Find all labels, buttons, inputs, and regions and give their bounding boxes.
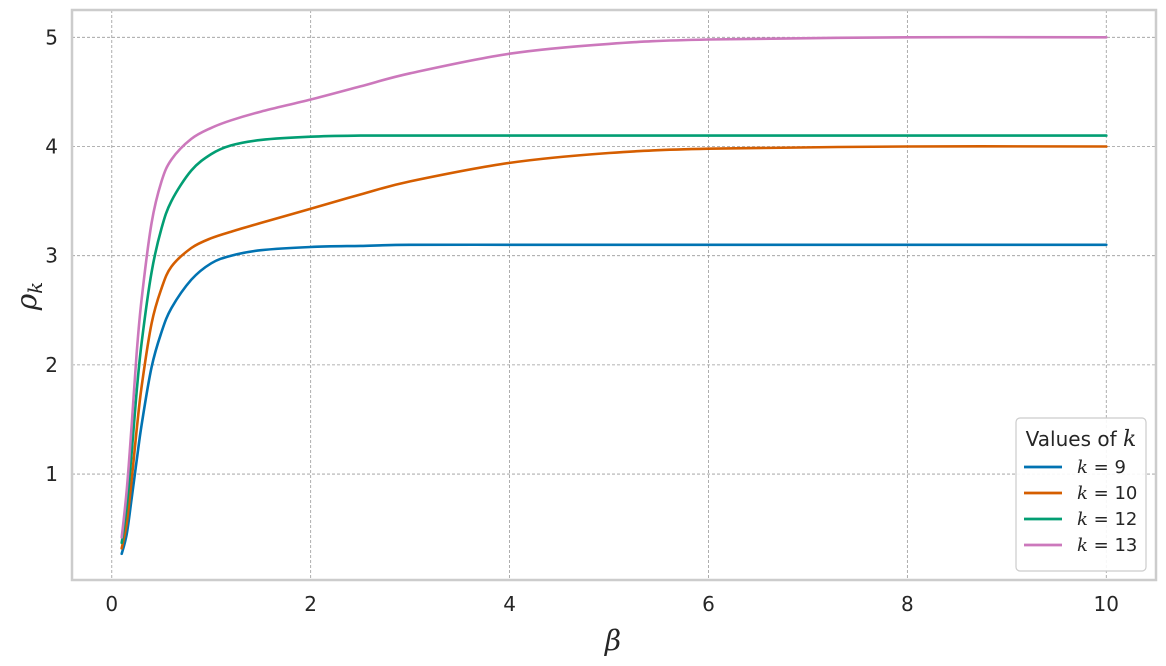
legend-label: k = 12: [1077, 509, 1137, 530]
y-axis-label: ρk: [10, 282, 47, 312]
x-tick-label: 4: [503, 592, 516, 616]
legend: Values of k k = 9k = 10k = 12k = 13: [1015, 417, 1147, 572]
legend-label: k = 9: [1077, 457, 1126, 478]
x-tick-label: 6: [702, 592, 715, 616]
y-tick-label: 1: [45, 462, 58, 486]
legend-box: [1015, 417, 1147, 572]
legend-label-var: k: [1077, 457, 1088, 478]
legend-label-value: = 10: [1088, 483, 1137, 504]
legend-label-var: k: [1077, 483, 1088, 504]
y-tick-label: 5: [45, 25, 58, 49]
series-line: [120, 145, 1108, 550]
x-tick-label: 8: [901, 592, 914, 616]
y-axis-label-subscript: k: [23, 282, 47, 294]
x-tick-labels: 0 2 4 6 8 10: [105, 592, 1119, 616]
y-tick-label: 3: [45, 244, 58, 268]
series-line: [120, 134, 1108, 545]
plot-frame: [70, 8, 1158, 582]
legend-label-var: k: [1077, 535, 1088, 556]
y-tick-label: 2: [45, 353, 58, 377]
legend-title-var: k: [1123, 427, 1136, 452]
series-lines: [120, 35, 1108, 556]
series-line: [120, 243, 1108, 556]
x-axis-label: β: [604, 624, 621, 657]
y-tick-label: 4: [45, 134, 58, 158]
legend-title: Values of k: [1026, 427, 1137, 452]
x-tick-label: 0: [105, 592, 118, 616]
legend-label-value: = 12: [1088, 509, 1137, 530]
y-axis-label-symbol: ρ: [10, 293, 43, 311]
legend-label-var: k: [1077, 509, 1088, 530]
legend-label: k = 13: [1077, 535, 1137, 556]
legend-label: k = 10: [1077, 483, 1137, 504]
legend-title-prefix: Values of: [1026, 427, 1123, 451]
legend-items: k = 9k = 10k = 12k = 13: [1024, 457, 1137, 556]
y-tick-labels: 1 2 3 4 5: [45, 25, 58, 486]
x-tick-label: 10: [1094, 592, 1119, 616]
legend-label-value: = 9: [1088, 457, 1126, 478]
x-tick-label: 2: [304, 592, 317, 616]
legend-label-value: = 13: [1088, 535, 1137, 556]
grid: [72, 10, 1156, 580]
series-line: [120, 35, 1108, 539]
